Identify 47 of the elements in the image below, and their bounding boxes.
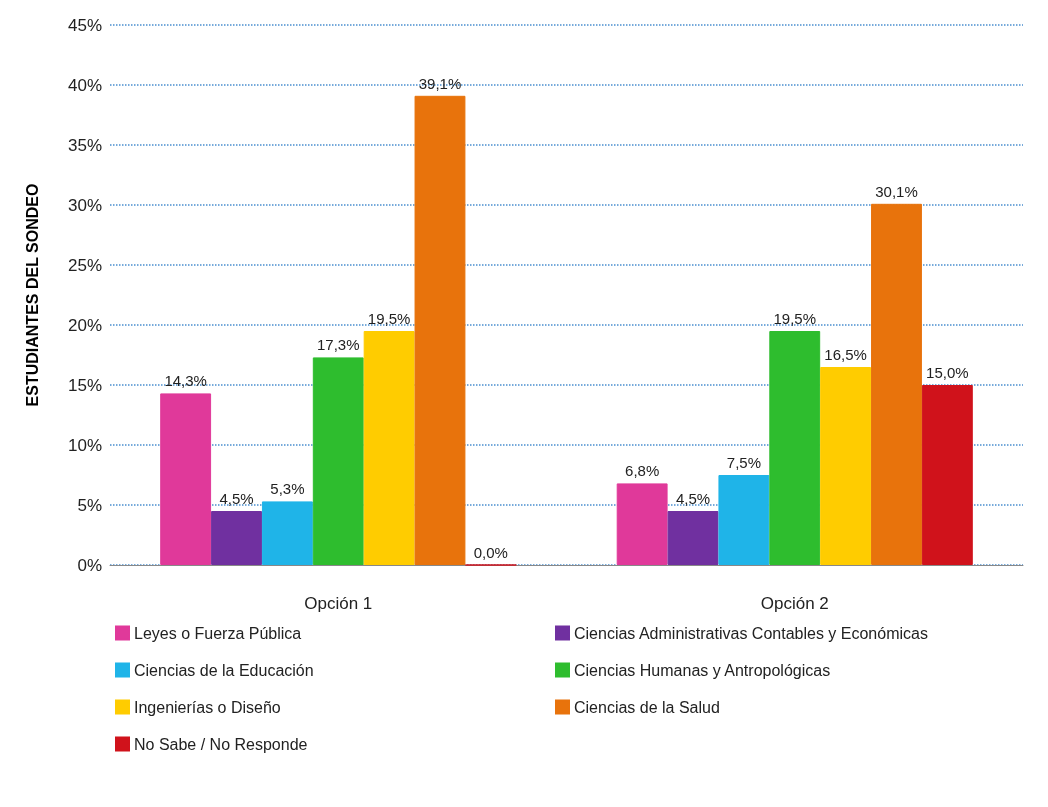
bar	[921, 385, 973, 565]
y-tick-label: 40%	[67, 75, 102, 95]
bar	[871, 203, 922, 565]
data-label: 7,5%	[726, 454, 761, 471]
x-tick-label: Opción 2	[760, 594, 829, 613]
y-tick-label: 5%	[77, 495, 102, 515]
y-tick-label: 30%	[67, 195, 102, 215]
y-tick-label: 45%	[67, 15, 102, 35]
data-label: 4,5%	[675, 490, 711, 507]
legend-label: Ciencias de la Educación	[134, 661, 314, 679]
data-label: 19,5%	[367, 310, 411, 327]
bar	[211, 511, 262, 565]
bar	[160, 393, 212, 565]
legend-label: Ingenierías o Diseño	[134, 698, 281, 716]
data-label: 4,5%	[219, 490, 254, 507]
y-tick-label: 20%	[67, 315, 102, 335]
y-tick-label: 0%	[77, 555, 102, 575]
data-label: 5,3%	[270, 480, 305, 498]
bar	[312, 357, 364, 565]
y-tick-label: 25%	[67, 255, 102, 275]
legend-label: Ciencias de la Salud	[574, 698, 720, 716]
legend-label: Leyes o Fuerza Pública	[134, 624, 302, 642]
data-label: 30,1%	[875, 182, 918, 200]
data-label: 15,0%	[926, 364, 969, 381]
bar	[616, 483, 668, 565]
bar	[718, 475, 770, 565]
y-tick-label: 15%	[67, 375, 102, 395]
bar	[820, 367, 872, 565]
data-label: 39,1%	[418, 74, 462, 92]
data-label: 0,0%	[473, 543, 508, 561]
legend-label: No Sabe / No Responde	[134, 735, 308, 753]
data-label: 16,5%	[824, 346, 867, 363]
x-tick-label: Opción 1	[304, 594, 373, 613]
data-label: 17,3%	[316, 336, 360, 354]
data-label: 14,3%	[164, 372, 207, 390]
bar	[363, 331, 415, 565]
y-tick-label: 10%	[67, 435, 102, 455]
bar	[261, 501, 313, 565]
y-axis-title: ESTUDIANTES DEL SONDEO	[23, 183, 41, 407]
data-label: 19,5%	[773, 310, 817, 327]
y-tick-label: 35%	[67, 135, 102, 155]
legend-label: Ciencias Administrativas Contables y Económicas	[574, 624, 928, 642]
bar	[769, 331, 821, 565]
legend-label: Ciencias Humanas y Antropológicas	[574, 661, 831, 679]
data-label: 6,8%	[625, 462, 660, 480]
bar	[667, 511, 719, 565]
bar	[414, 95, 466, 565]
